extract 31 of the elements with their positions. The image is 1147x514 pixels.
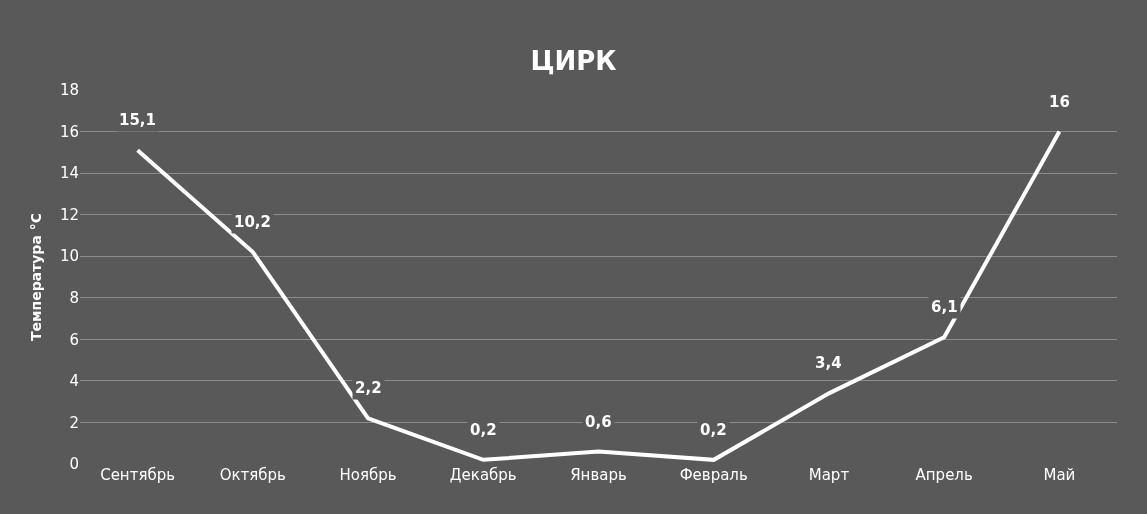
data-label: 10,2 xyxy=(234,213,272,231)
data-label: 15,1 xyxy=(119,111,157,129)
data-label: 0,2 xyxy=(700,421,727,439)
x-tick-label: Февраль xyxy=(679,466,748,484)
x-tick-label: Ноябрь xyxy=(339,466,397,484)
x-tick-label: Сентябрь xyxy=(100,466,176,484)
data-label: 16 xyxy=(1049,93,1070,111)
y-tick-label: 0 xyxy=(69,455,79,474)
data-label: 0,2 xyxy=(470,421,497,439)
data-label: 6,1 xyxy=(931,298,958,316)
x-tick-label: Апрель xyxy=(915,466,973,484)
y-tick-label: 12 xyxy=(59,205,79,224)
data-label: 0,6 xyxy=(585,413,612,431)
x-tick-label: Октябрь xyxy=(219,466,286,484)
y-axis-title: Температура °C xyxy=(27,213,44,341)
y-tick-label: 16 xyxy=(59,122,79,141)
y-tick-label: 2 xyxy=(69,413,79,432)
x-tick-label: Январь xyxy=(570,466,627,484)
y-tick-label: 4 xyxy=(69,372,79,391)
chart-title: ЦИРК xyxy=(530,45,617,76)
y-tick-label: 14 xyxy=(59,164,79,183)
y-tick-label: 10 xyxy=(59,247,79,266)
data-label: 3,4 xyxy=(815,354,842,372)
x-tick-label: Март xyxy=(808,466,850,484)
x-tick-label: Май xyxy=(1043,466,1076,484)
y-tick-label: 6 xyxy=(69,330,79,349)
y-tick-label: 8 xyxy=(69,289,79,308)
data-label: 2,2 xyxy=(355,379,382,397)
x-tick-label: Декабрь xyxy=(449,466,517,484)
line-series xyxy=(135,129,1062,462)
y-tick-label: 18 xyxy=(59,81,79,100)
